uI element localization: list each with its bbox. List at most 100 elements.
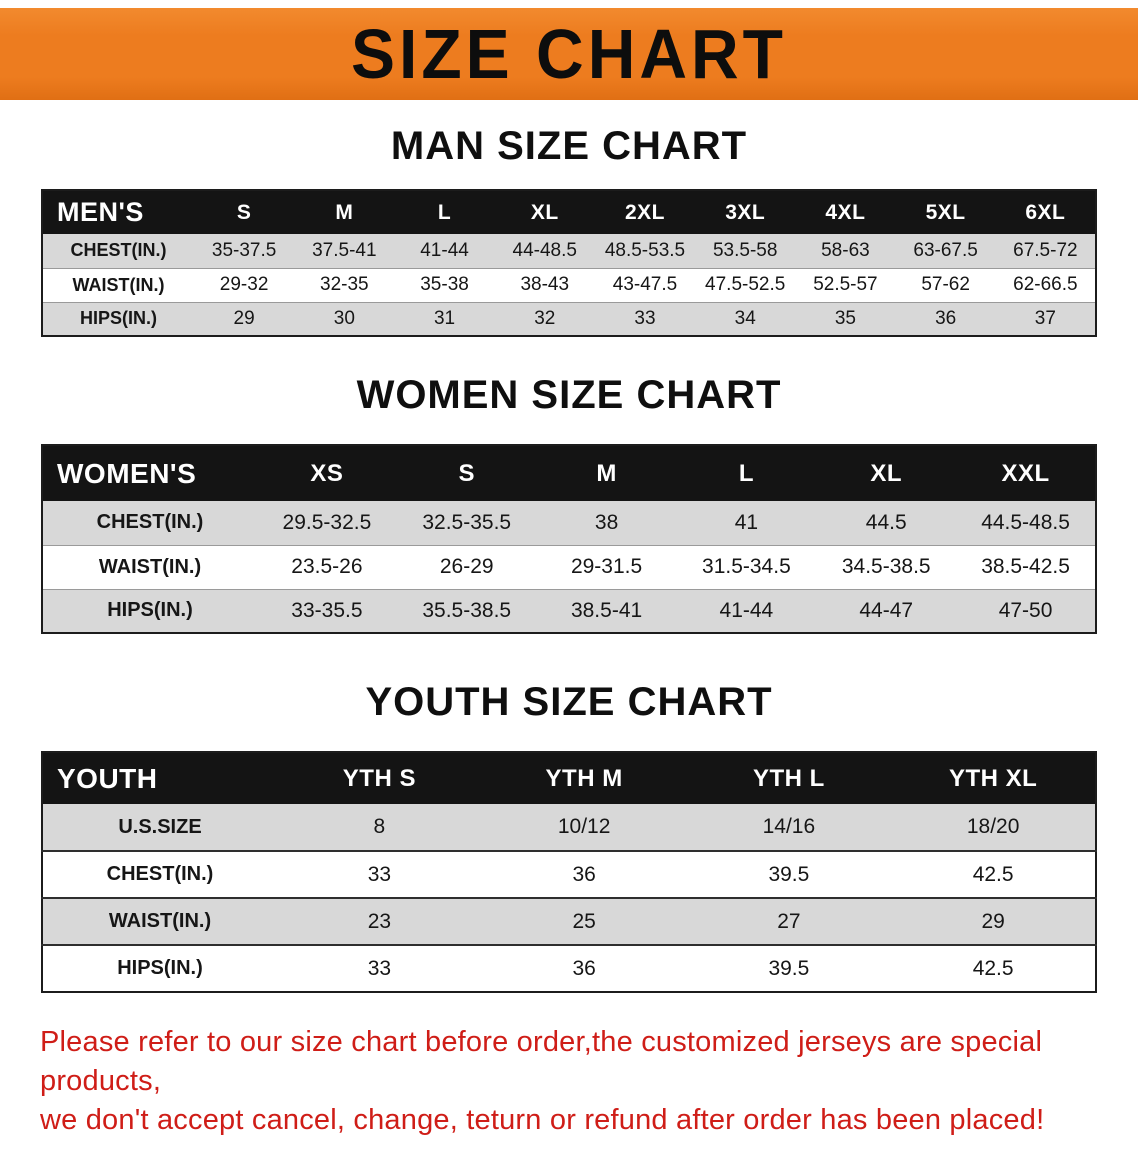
size-value-cell: 30 [333, 307, 355, 329]
size-column-header: YTH XL [891, 752, 1096, 804]
size-value-cell: 29 [981, 909, 1005, 933]
size-value-cell: 33-35.5 [291, 598, 363, 622]
disclaimer-line-2: we don't accept cancel, change, teturn o… [40, 1104, 1045, 1137]
size-value-cell: 32 [534, 307, 556, 329]
size-value-cell: 63-67.5 [913, 239, 978, 261]
size-value-cell: 57-62 [921, 274, 970, 295]
size-value-cell: 34.5-38.5 [841, 555, 931, 578]
size-value-cell: 41 [734, 510, 759, 534]
men-size-section: MAN SIZE CHART MEN'S S M L XL 2XL 3XL 4XL 5XL 6XL… [0, 124, 1138, 337]
youth-section-title: YOUTH SIZE CHART [365, 680, 773, 724]
row-label: WAIST(IN.) [108, 910, 212, 932]
table-header-row: MEN'S S M L XL 2XL 3XL 4XL 5XL 6XL [42, 190, 1096, 234]
size-column-header: XS [257, 445, 397, 501]
size-chart-page: SIZE CHART MAN SIZE CHART MEN'S S M L XL 2XL 3… [0, 8, 1138, 1140]
size-value-cell: 43-47.5 [612, 274, 678, 295]
size-value-cell: 42.5 [972, 956, 1014, 980]
table-row: HIPS(IN.) 33-35.5 35.5-38.5 38.5-41 41-44 44-… [42, 589, 1096, 633]
size-value-cell: 32.5-35.5 [422, 510, 512, 534]
size-column-header: 3XL [695, 190, 796, 234]
size-column-header: XXL [956, 445, 1096, 501]
size-value-cell: 36 [572, 956, 596, 980]
size-value-cell: 58-63 [821, 239, 870, 261]
table-corner-label: YOUTH [42, 752, 277, 804]
disclaimer-line-1: Please refer to our size chart before or… [40, 1026, 1043, 1098]
size-value-cell: 18/20 [966, 815, 1020, 838]
size-column-header: L [676, 445, 817, 501]
size-value-cell: 44.5-48.5 [981, 510, 1070, 534]
row-label: WAIST(IN.) [72, 274, 165, 295]
size-value-cell: 10/12 [557, 815, 611, 838]
youth-size-section: YOUTH SIZE CHART YOUTH YTH S YTH M YTH L YTH… [0, 680, 1138, 993]
size-value-cell: 37.5-41 [312, 239, 377, 261]
size-column-header: 6XL [995, 190, 1096, 234]
size-value-cell: 31 [433, 307, 456, 329]
size-value-cell: 26-29 [439, 555, 494, 578]
size-value-cell: 39.5 [768, 862, 810, 886]
size-column-header: L [394, 190, 495, 234]
table-header-row: WOMEN'S XS S M L XL XXL [42, 445, 1096, 501]
size-column-header: S [194, 190, 295, 234]
size-value-cell: 35 [834, 307, 856, 329]
size-value-cell: 23.5-26 [291, 555, 363, 578]
size-value-cell: 41-44 [420, 239, 469, 261]
table-row: U.S.SIZE 8 10/12 14/16 18/20 [42, 804, 1096, 851]
men-size-table: MEN'S S M L XL 2XL 3XL 4XL 5XL 6XL CHEST(IN.) 35-37… [41, 189, 1097, 337]
men-section-title: MAN SIZE CHART [390, 124, 748, 168]
size-value-cell: 36 [935, 307, 957, 329]
women-section-title: WOMEN SIZE CHART [356, 373, 782, 417]
size-column-header: 5XL [895, 190, 996, 234]
size-value-cell: 29-32 [219, 274, 269, 295]
size-column-header: M [536, 445, 677, 501]
row-label: HIPS(IN.) [107, 599, 193, 622]
size-value-cell: 44-48.5 [512, 239, 577, 261]
page-title: SIZE CHART [351, 15, 787, 93]
size-value-cell: 35-38 [420, 274, 469, 295]
table-corner-label: MEN'S [42, 190, 194, 234]
size-value-cell: 33 [634, 307, 656, 329]
table-row: WAIST(IN.) 23.5-26 26-29 29-31.5 31.5-34.5 34… [42, 545, 1096, 589]
row-label: U.S.SIZE [118, 815, 202, 838]
size-value-cell: 38 [594, 510, 619, 534]
size-value-cell: 38.5-41 [570, 598, 643, 622]
size-value-cell: 36 [572, 862, 596, 886]
table-row: CHEST(IN.) 35-37.5 37.5-41 41-44 44-48.5 48.5… [42, 234, 1096, 268]
table-row: WAIST(IN.) 23 25 27 29 [42, 898, 1096, 945]
disclaimer-text: Please refer to our size chart before or… [40, 1023, 1138, 1140]
size-column-header: YTH M [481, 752, 687, 804]
row-label: CHEST(IN.) [70, 240, 167, 261]
size-column-header: YTH S [277, 752, 482, 804]
size-value-cell: 29-31.5 [570, 555, 643, 578]
table-row: HIPS(IN.) 33 36 39.5 42.5 [42, 945, 1096, 992]
size-column-header: S [396, 445, 537, 501]
size-value-cell: 44.5 [865, 510, 907, 534]
table-corner-label: WOMEN'S [42, 445, 257, 501]
size-column-header: 2XL [594, 190, 696, 234]
table-row: CHEST(IN.) 33 36 39.5 42.5 [42, 851, 1096, 898]
size-value-cell: 25 [572, 909, 596, 933]
size-value-cell: 14/16 [762, 815, 816, 838]
size-value-cell: 67.5-72 [1013, 239, 1078, 261]
youth-size-table: YOUTH YTH S YTH M YTH L YTH XL U.S.SIZE 8 10/12… [41, 751, 1097, 993]
size-value-cell: 29 [233, 307, 255, 329]
size-value-cell: 33 [367, 862, 392, 886]
row-label: HIPS(IN.) [79, 308, 157, 329]
size-column-header: XL [494, 190, 595, 234]
size-value-cell: 53.5-58 [712, 239, 778, 261]
row-label: CHEST(IN.) [96, 511, 204, 534]
women-size-table: WOMEN'S XS S M L XL XXL CHEST(IN.) 29.5-32.5 32.5… [41, 444, 1097, 634]
size-value-cell: 34 [734, 307, 756, 329]
size-value-cell: 29.5-32.5 [282, 510, 372, 534]
size-value-cell: 52.5-57 [813, 274, 878, 295]
size-value-cell: 37 [1034, 307, 1056, 329]
size-column-header: 4XL [795, 190, 896, 234]
size-column-header: XL [816, 445, 957, 501]
size-value-cell: 42.5 [972, 862, 1014, 886]
table-row: CHEST(IN.) 29.5-32.5 32.5-35.5 38 41 44.5 44.5… [42, 501, 1096, 545]
size-value-cell: 8 [373, 815, 386, 838]
table-header-row: YOUTH YTH S YTH M YTH L YTH XL [42, 752, 1096, 804]
size-value-cell: 23 [367, 909, 392, 933]
size-value-cell: 33 [367, 956, 392, 980]
row-label: HIPS(IN.) [117, 957, 203, 979]
row-label: WAIST(IN.) [98, 555, 202, 578]
